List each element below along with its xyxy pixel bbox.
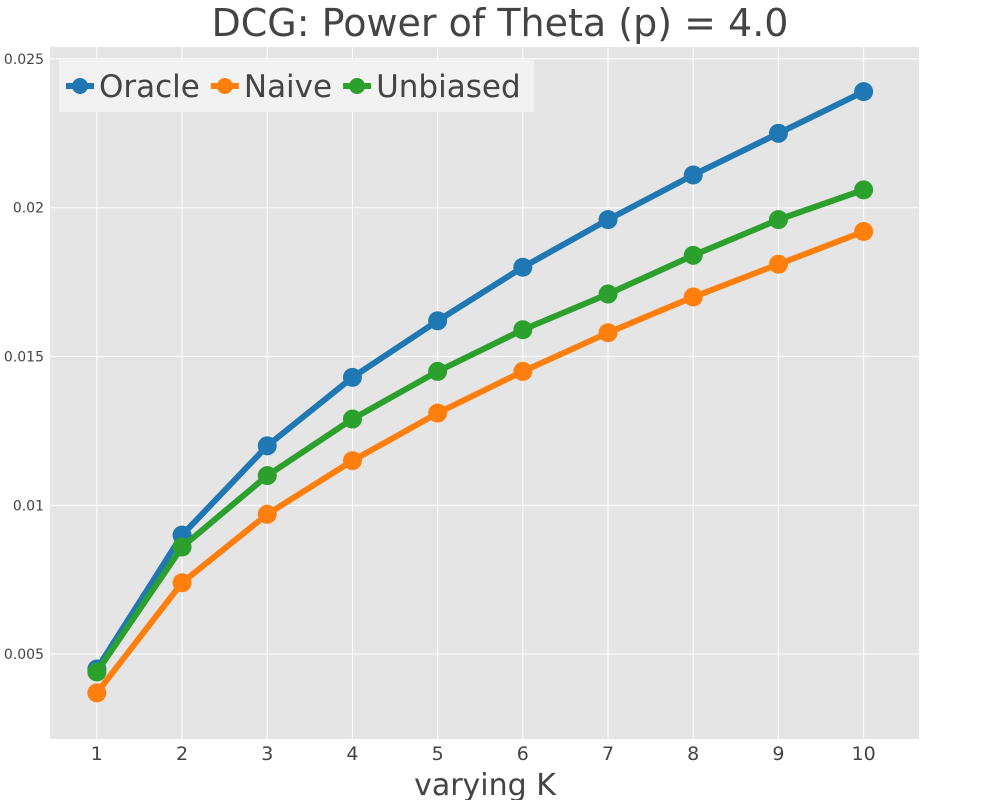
legend-marker-swatch	[349, 78, 366, 94]
data-point-oracle[interactable]	[683, 165, 703, 185]
series-line-unbiased	[93, 186, 867, 676]
legend-label: Naive	[244, 69, 332, 105]
data-point-oracle[interactable]	[257, 436, 277, 456]
data-point-unbiased[interactable]	[598, 284, 618, 304]
data-point-unbiased[interactable]	[428, 361, 448, 381]
legend-marker-swatch	[72, 78, 88, 94]
data-point-oracle[interactable]	[854, 82, 874, 102]
data-point-unbiased[interactable]	[87, 662, 107, 682]
series-line-oracle	[93, 88, 867, 673]
legend-label: Oracle	[99, 69, 200, 105]
data-point-unbiased[interactable]	[342, 409, 362, 429]
x-tick-label: 7	[602, 743, 614, 765]
y-tick-label: 0.01	[13, 498, 44, 514]
data-point-naive[interactable]	[428, 403, 448, 423]
x-tick-label: 5	[432, 743, 444, 765]
data-point-unbiased[interactable]	[683, 245, 703, 265]
y-tick-label: 0.02	[13, 201, 44, 217]
data-point-naive[interactable]	[768, 254, 788, 274]
data-point-naive[interactable]	[683, 287, 703, 307]
data-point-unbiased[interactable]	[854, 180, 874, 200]
legend-marker-swatch	[216, 78, 233, 94]
legend-item-oracle[interactable]: Oracle	[66, 69, 200, 105]
x-tick-label: 8	[687, 743, 699, 765]
x-tick-label: 6	[517, 743, 529, 765]
x-tick-label: 10	[852, 743, 876, 765]
legend[interactable]: Oracle Naive Unbiased	[59, 60, 534, 112]
x-axis-label: varying K	[414, 768, 557, 800]
data-point-naive[interactable]	[342, 451, 362, 471]
data-point-unbiased[interactable]	[513, 320, 533, 340]
series-layer	[87, 82, 874, 703]
data-point-unbiased[interactable]	[768, 210, 788, 230]
data-point-oracle[interactable]	[768, 123, 788, 143]
data-point-naive[interactable]	[172, 573, 192, 593]
data-point-oracle[interactable]	[428, 311, 448, 331]
y-tick-label: 0.015	[4, 350, 44, 366]
x-tick-label: 1	[91, 743, 103, 765]
series-naive	[87, 222, 874, 703]
data-point-unbiased[interactable]	[172, 537, 192, 557]
gridlines	[50, 47, 919, 739]
legend-item-unbiased[interactable]: Unbiased	[343, 69, 521, 105]
data-point-naive[interactable]	[598, 323, 618, 343]
data-point-oracle[interactable]	[598, 210, 618, 230]
legend-background	[59, 60, 534, 112]
data-point-naive[interactable]	[854, 222, 874, 242]
x-tick-label: 2	[176, 743, 188, 765]
data-point-oracle[interactable]	[513, 257, 533, 277]
legend-label: Unbiased	[376, 69, 521, 105]
chart-title: DCG: Power of Theta (p) = 4.0	[212, 1, 789, 45]
data-point-unbiased[interactable]	[257, 466, 277, 486]
data-point-naive[interactable]	[513, 361, 533, 381]
x-tick-label: 9	[772, 743, 784, 765]
data-point-naive[interactable]	[87, 683, 107, 703]
x-tick-label: 4	[346, 743, 358, 765]
x-axis-tick-labels: 1 2 3 4 5 6 7 8 9 10	[91, 743, 876, 765]
series-unbiased	[87, 180, 874, 682]
x-tick-label: 3	[261, 743, 273, 765]
series-line-naive	[93, 228, 867, 696]
y-axis-tick-labels: 0.005 0.01 0.015 0.02 0.025	[4, 52, 44, 663]
y-tick-label: 0.025	[4, 52, 44, 68]
data-point-oracle[interactable]	[342, 367, 362, 387]
legend-item-naive[interactable]: Naive	[210, 69, 332, 105]
data-point-naive[interactable]	[257, 504, 277, 524]
y-tick-label: 0.005	[4, 647, 44, 663]
